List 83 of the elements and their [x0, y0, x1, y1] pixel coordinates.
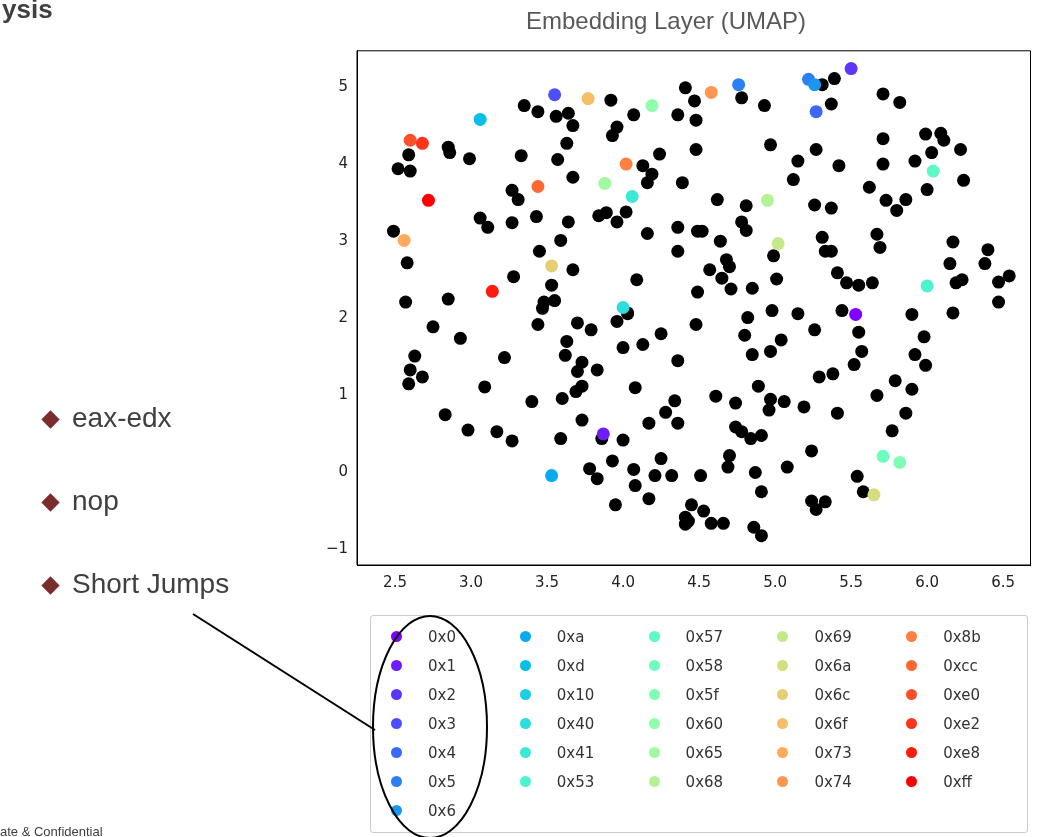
legend-label: 0x53 — [556, 772, 595, 791]
y-tick-label: 3 — [338, 231, 348, 250]
point — [808, 78, 822, 92]
point — [844, 62, 858, 76]
legend-label: 0x74 — [814, 772, 852, 791]
point — [616, 301, 630, 315]
legend-label: 0x3 — [428, 714, 456, 733]
text: nop — [72, 485, 119, 517]
y-tick-label: 0 — [338, 462, 348, 481]
legend-label: 0xa — [556, 627, 585, 646]
point — [920, 279, 934, 293]
legend-label: 0x6a — [814, 656, 852, 675]
point — [596, 427, 610, 441]
text: ate & Confidential — [0, 824, 103, 837]
x-tick-label: 6.0 — [915, 572, 940, 591]
legend-label: 0x6f — [814, 714, 848, 733]
point — [619, 157, 633, 171]
point — [645, 99, 659, 113]
x-tick-label: 5.5 — [839, 572, 864, 591]
x-tick-label: 4.5 — [687, 572, 711, 591]
chart-title: Embedding Layer (UMAP) — [525, 7, 807, 35]
point — [867, 488, 881, 502]
point — [625, 190, 639, 203]
point — [415, 136, 429, 150]
legend-label: 0x65 — [685, 743, 724, 762]
point — [545, 259, 559, 273]
legend-label: 0x40 — [556, 714, 595, 733]
y-tick-label: 5 — [338, 76, 348, 95]
point — [893, 455, 907, 469]
point — [926, 164, 940, 178]
legend-label: 0x5f — [685, 685, 719, 704]
legend-label: 0x2 — [428, 685, 456, 704]
legend-label: 0xe2 — [943, 714, 980, 733]
point — [809, 105, 823, 119]
legend-label: 0x60 — [685, 714, 724, 733]
text: ysis — [2, 0, 53, 25]
legend-label: 0x73 — [814, 743, 852, 762]
y-tick-label: 1 — [338, 385, 348, 404]
legend-label: 0x8b — [943, 627, 981, 646]
y-tick-label: −1 — [325, 539, 348, 558]
legend-label: 0x58 — [685, 656, 724, 675]
x-tick-label: 3.5 — [535, 572, 559, 591]
legend-label: 0x5 — [428, 772, 456, 791]
legend-label: 0x10 — [556, 685, 595, 704]
legend-label: 0x57 — [685, 627, 724, 646]
x-tick-label: 3.0 — [459, 572, 483, 591]
legend-label: 0xe8 — [943, 743, 980, 762]
legend-label: 0xff — [943, 772, 972, 791]
point — [849, 307, 863, 321]
legend-label: 0x68 — [685, 772, 724, 791]
legend-label: 0x0 — [428, 627, 456, 646]
legend-label: 0x41 — [556, 743, 595, 762]
point — [548, 88, 562, 102]
point — [760, 193, 774, 207]
y-tick-label: 4 — [338, 154, 348, 173]
legend-label: 0x4 — [428, 743, 456, 762]
legend-label: 0x6c — [814, 685, 851, 704]
point — [403, 133, 417, 147]
point — [581, 92, 595, 106]
point — [397, 233, 411, 247]
point — [771, 237, 785, 251]
legend-label: 0xd — [556, 656, 585, 675]
point — [545, 469, 559, 483]
x-tick-label: 4.0 — [611, 572, 635, 591]
point — [704, 85, 718, 99]
y-tick-label: 2 — [338, 308, 348, 327]
x-tick-label: 2.5 — [383, 572, 407, 591]
x-tick-label: 5.0 — [763, 572, 788, 591]
legend-label: 0xe0 — [943, 685, 980, 704]
point — [421, 193, 435, 207]
legend-label: 0x1 — [428, 656, 456, 675]
point — [531, 179, 545, 193]
point — [876, 449, 890, 463]
legend-label: 0x6 — [428, 801, 456, 820]
text: eax-edx — [72, 402, 172, 434]
x-tick-label: 6.5 — [991, 572, 1016, 591]
point — [473, 112, 487, 126]
point — [732, 78, 746, 92]
point — [598, 176, 612, 190]
point — [485, 284, 499, 298]
legend-label: 0xcc — [943, 656, 978, 675]
legend-label: 0x69 — [814, 627, 852, 646]
text: Short Jumps — [72, 568, 230, 600]
